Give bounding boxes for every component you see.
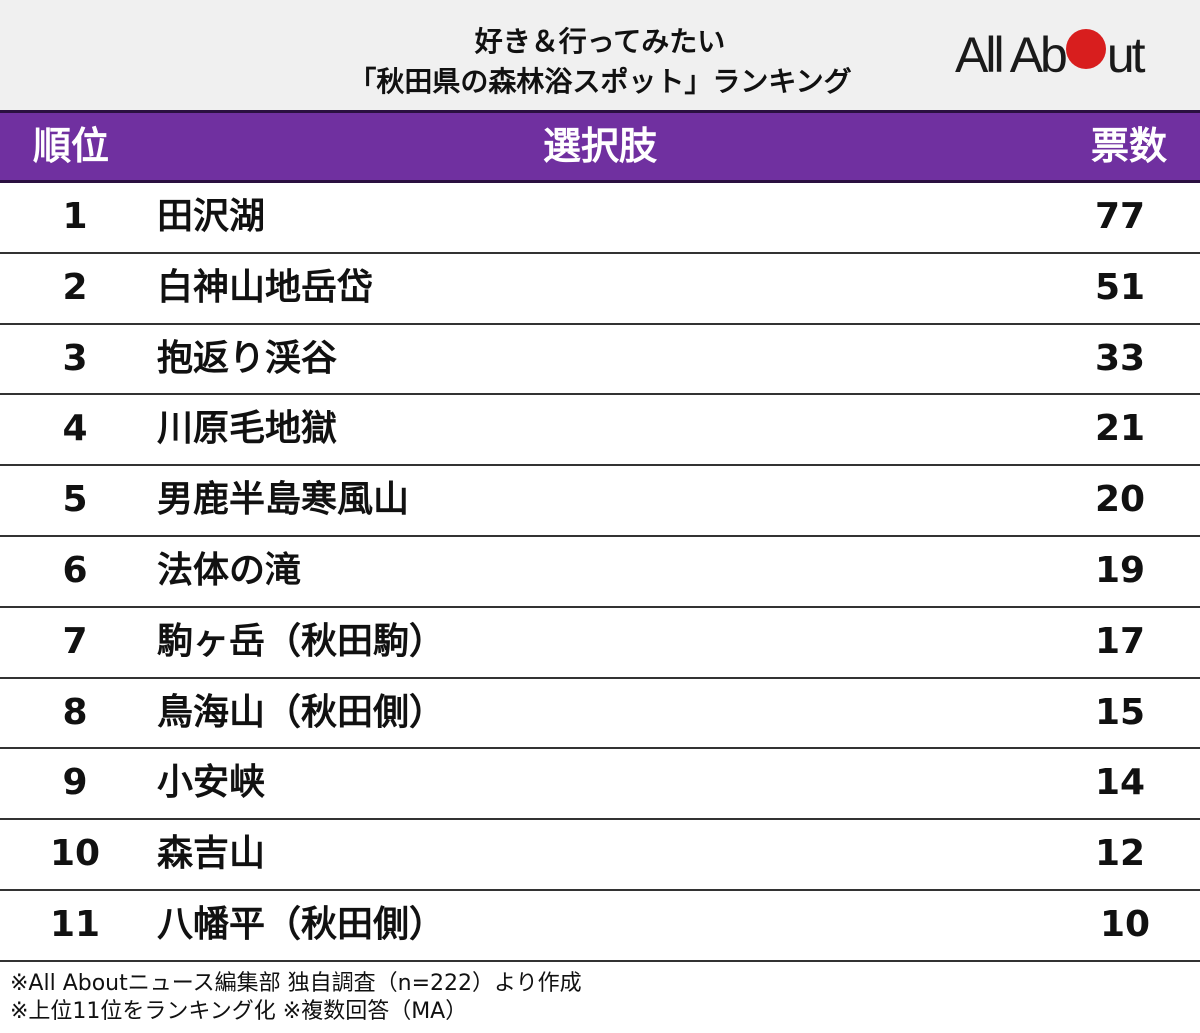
name-cell: 小安峡 <box>157 762 266 804</box>
votes-cell: 17 <box>1094 620 1146 662</box>
votes-cell: 51 <box>1094 266 1146 308</box>
footnote-source: ※All Aboutニュース編集部 独自調査（n=222）より作成 <box>10 971 582 996</box>
title-line-2: 「秋田県の森林浴スポット」ランキング <box>348 65 852 98</box>
rank-cell: 8 <box>62 691 88 733</box>
table-row: 3 抱返り渓谷 33 <box>0 324 1200 396</box>
name-cell: 男鹿半島寒風山 <box>157 479 410 521</box>
ranking-table-body: 1 田沢湖 77 2 白神山地岳岱 51 3 抱返り渓谷 33 4 川原毛地獄 … <box>0 183 1200 962</box>
logo-text-end: ut <box>1106 27 1146 83</box>
votes-cell: 33 <box>1094 337 1146 379</box>
table-row: 1 田沢湖 77 <box>0 183 1200 254</box>
header-votes: 票数 <box>1090 124 1167 168</box>
name-cell: 白神山地岳岱 <box>157 266 374 308</box>
name-cell: 駒ヶ岳（秋田駒） <box>157 620 446 662</box>
footnotes: ※All Aboutニュース編集部 独自調査（n=222）より作成 ※上位11位… <box>10 970 1190 1026</box>
logo-text-start: All Ab <box>955 27 1068 83</box>
table-row: 9 小安峡 14 <box>0 749 1200 821</box>
name-cell: 川原毛地獄 <box>157 408 338 450</box>
votes-cell: 14 <box>1094 762 1146 804</box>
name-cell: 抱返り渓谷 <box>157 337 338 379</box>
table-row: 8 鳥海山（秋田側） 15 <box>0 678 1200 750</box>
table-row: 4 川原毛地獄 21 <box>0 395 1200 467</box>
header-rank: 順位 <box>33 124 110 168</box>
table-row: 10 森吉山 12 <box>0 820 1200 891</box>
votes-cell: 77 <box>1094 196 1146 237</box>
title-line-1: 好き＆行ってみたい <box>474 25 726 58</box>
rank-cell: 4 <box>62 408 88 450</box>
votes-cell: 12 <box>1094 833 1146 875</box>
votes-cell: 20 <box>1094 479 1146 521</box>
name-cell: 田沢湖 <box>157 196 266 237</box>
rank-cell: 5 <box>62 479 88 521</box>
footnote-method: ※上位11位をランキング化 ※複数回答（MA） <box>10 999 468 1024</box>
table-row: 11 八幡平（秋田側） 10 <box>0 890 1200 962</box>
votes-cell: 19 <box>1094 549 1146 591</box>
table-row: 5 男鹿半島寒風山 20 <box>0 466 1200 537</box>
table-row: 7 駒ヶ岳（秋田駒） 17 <box>0 607 1200 679</box>
name-cell: 森吉山 <box>157 833 266 875</box>
header-choice: 選択肢 <box>542 124 657 168</box>
name-cell: 八幡平（秋田側） <box>157 903 446 945</box>
table-header: 順位 選択肢 票数 <box>0 110 1200 183</box>
table-row: 6 法体の滝 19 <box>0 536 1200 608</box>
rank-cell: 3 <box>62 337 88 379</box>
rank-cell: 10 <box>49 833 101 875</box>
rank-cell: 1 <box>62 196 88 237</box>
votes-cell: 21 <box>1094 408 1146 450</box>
rank-cell: 11 <box>49 903 101 945</box>
votes-cell: 10 <box>1099 903 1151 945</box>
logo-red-dot-icon <box>1065 29 1106 69</box>
rank-cell: 7 <box>62 620 88 662</box>
rank-cell: 6 <box>62 549 88 591</box>
name-cell: 鳥海山（秋田側） <box>157 691 446 733</box>
name-cell: 法体の滝 <box>157 549 302 591</box>
table-row: 2 白神山地岳岱 51 <box>0 253 1200 325</box>
title-band: 好き＆行ってみたい 「秋田県の森林浴スポット」ランキング All Ab ut <box>0 0 1200 110</box>
all-about-logo: All Ab ut <box>955 27 1175 83</box>
votes-cell: 15 <box>1094 691 1146 733</box>
rank-cell: 2 <box>62 266 88 308</box>
rank-cell: 9 <box>62 762 88 804</box>
